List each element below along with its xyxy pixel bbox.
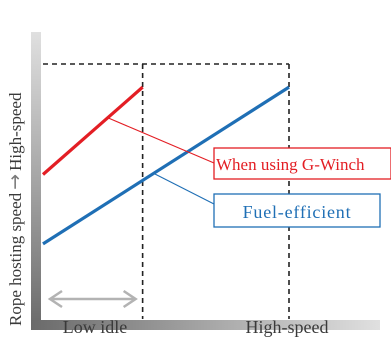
fuel-efficient-leader-line — [153, 172, 215, 205]
fuel-efficient-callout-label: Fuel-efficient — [243, 202, 352, 222]
range-arrow-head-left — [47, 289, 63, 309]
fuel-efficient-line — [42, 85, 290, 246]
g-winch-line — [41, 85, 144, 176]
x-axis — [31, 320, 380, 330]
x-tick-low-idle: Low idle — [63, 317, 128, 337]
y-axis-title: Rope hosting speed — [6, 192, 25, 326]
g-winch-callout-label: When using G-Winch — [216, 155, 365, 174]
range-arrow-head-right — [122, 289, 138, 309]
y-axis-label: Rope hosting speed → High-speed — [4, 92, 26, 326]
g-winch-callout-box — [213, 147, 391, 180]
x-tick-high-speed: High-speed — [246, 317, 329, 337]
y-axis — [31, 32, 41, 330]
y-axis-high-speed: High-speed — [6, 92, 25, 171]
fuel-efficient-callout-box — [213, 193, 381, 228]
g-winch-leader-line — [107, 117, 215, 164]
y-axis-arrow: → — [4, 174, 26, 190]
